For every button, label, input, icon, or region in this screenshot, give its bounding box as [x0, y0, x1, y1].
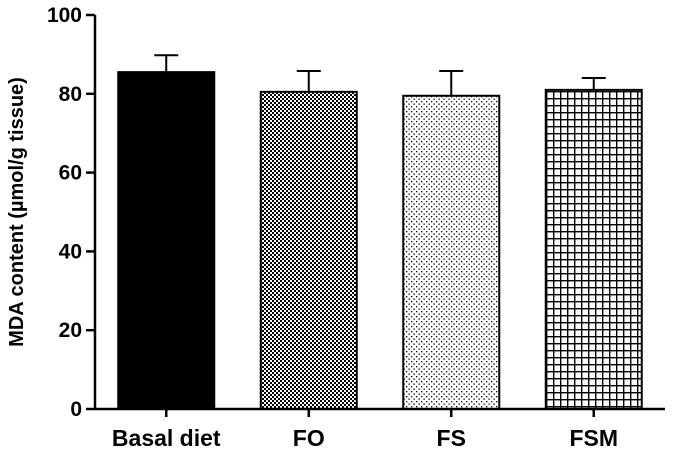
bar-fs: [402, 94, 501, 411]
bar-fo: [259, 90, 358, 411]
bar-basal-diet: [117, 71, 216, 410]
bars: [117, 54, 643, 411]
y-axis-title: MDA content (µmol/g tissue): [6, 77, 28, 347]
y-tick-label: 20: [59, 319, 82, 342]
y-tick-label: 60: [59, 162, 82, 185]
x-category-label: Basal diet: [112, 425, 221, 451]
x-category-label: FSM: [569, 425, 618, 451]
y-tick-label: 0: [70, 398, 82, 421]
x-category-label: FS: [437, 425, 466, 451]
y-axis-ticks: 0 20 40 60 80 100: [47, 4, 95, 421]
bar-fsm: [544, 88, 643, 411]
x-axis-labels: Basal diet FO FS FSM: [112, 409, 618, 451]
y-tick-label: 100: [47, 4, 82, 27]
x-category-label: FO: [293, 425, 325, 451]
y-tick-label: 80: [59, 83, 82, 106]
y-tick-label: 40: [59, 240, 82, 263]
